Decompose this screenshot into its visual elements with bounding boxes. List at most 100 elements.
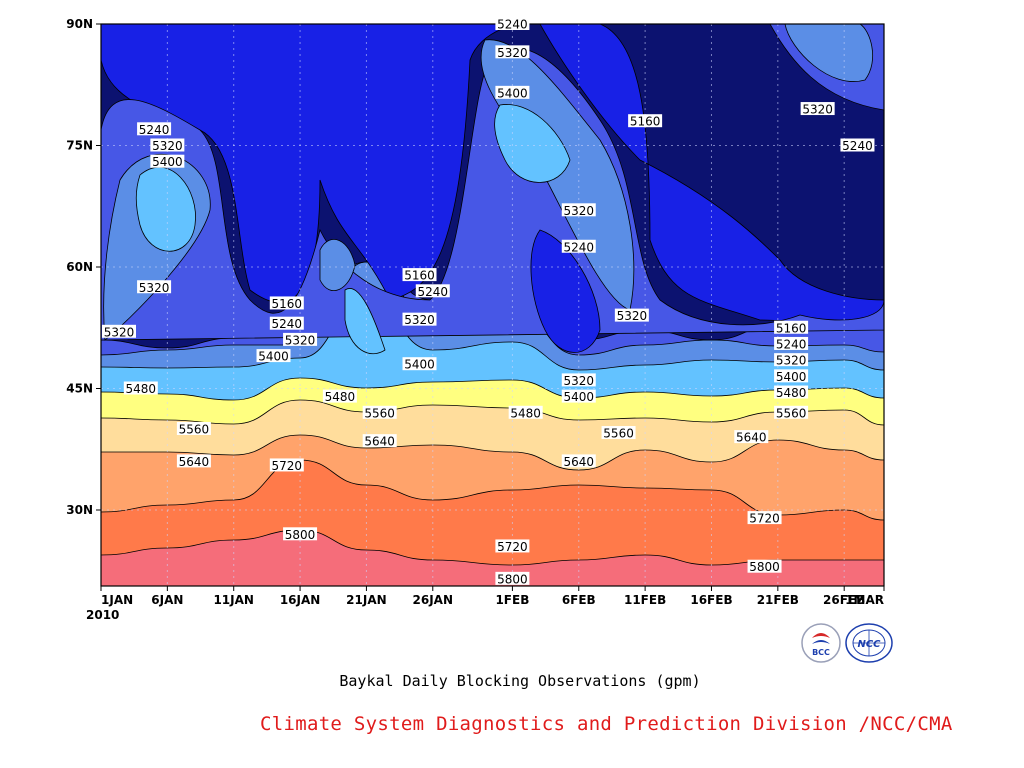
contour-label-5320: 5320 — [137, 280, 172, 295]
svg-text:5320: 5320 — [563, 374, 594, 388]
contour-label-5400: 5400 — [150, 154, 185, 169]
contour-label-5640: 5640 — [362, 434, 397, 449]
svg-text:5640: 5640 — [364, 435, 395, 449]
contour-label-5400: 5400 — [256, 349, 291, 364]
contour-label-5240: 5240 — [840, 138, 875, 153]
svg-text:5320: 5320 — [404, 313, 435, 327]
contour-label-5240: 5240 — [415, 284, 450, 299]
contour-label-5640: 5640 — [734, 430, 769, 445]
svg-text:5400: 5400 — [563, 390, 594, 404]
svg-text:5320: 5320 — [139, 281, 170, 295]
svg-text:5320: 5320 — [497, 46, 528, 60]
bcc-logo: BCC — [801, 623, 841, 663]
x-tick-label: 26JAN — [413, 593, 454, 607]
y-tick-label: 60N — [66, 260, 93, 274]
y-tick-label: 90N — [66, 17, 93, 31]
svg-text:5720: 5720 — [497, 540, 528, 554]
y-tick-label: 75N — [66, 139, 93, 153]
plot-area — [101, 24, 884, 586]
ncc-logo: NCC — [845, 623, 893, 663]
x-tick-label: 11FEB — [624, 593, 666, 607]
contour-label-5640: 5640 — [176, 454, 211, 469]
svg-text:5160: 5160 — [404, 269, 435, 283]
svg-text:5320: 5320 — [802, 103, 833, 117]
band-5320-mid — [319, 239, 356, 291]
x-tick-label: 16JAN — [280, 593, 321, 607]
ncc-logo-text: NCC — [857, 639, 881, 650]
footer-credit: Climate System Diagnostics and Predictio… — [260, 713, 953, 735]
svg-text:5400: 5400 — [258, 350, 289, 364]
svg-text:5240: 5240 — [272, 317, 303, 331]
contour-label-5320: 5320 — [102, 324, 136, 339]
svg-text:5800: 5800 — [497, 572, 528, 586]
contour-label-5320: 5320 — [495, 45, 530, 60]
contour-label-5720: 5720 — [269, 458, 304, 473]
y-tick-label: 30N — [66, 503, 93, 517]
contour-label-5400: 5400 — [561, 389, 596, 404]
svg-text:5400: 5400 — [152, 155, 183, 169]
svg-text:5320: 5320 — [563, 204, 594, 218]
band-5800 — [101, 530, 884, 586]
contour-label-5720: 5720 — [747, 511, 782, 526]
svg-text:5800: 5800 — [749, 560, 780, 574]
svg-text:5480: 5480 — [126, 382, 157, 396]
svg-text:5160: 5160 — [272, 297, 303, 311]
x-tick-label: 11JAN — [213, 593, 254, 607]
contour-label-5560: 5560 — [601, 426, 636, 441]
contour-label-5240: 5240 — [774, 336, 809, 351]
contour-label-5240: 5240 — [269, 316, 304, 331]
svg-text:5400: 5400 — [776, 370, 807, 384]
contour-label-5800: 5800 — [747, 559, 782, 574]
contour-label-5480: 5480 — [123, 381, 158, 396]
x-tick-label: 21FEB — [757, 593, 799, 607]
contour-label-5320: 5320 — [774, 353, 809, 368]
contour-label-5160: 5160 — [628, 114, 663, 129]
contour-label-5320: 5320 — [402, 312, 437, 327]
x-tick-label: 6FEB — [562, 593, 596, 607]
svg-text:5160: 5160 — [776, 321, 807, 335]
contour-label-5160: 5160 — [269, 296, 304, 311]
band-5320-ne — [784, 24, 873, 82]
contour-label-5640: 5640 — [561, 454, 596, 469]
svg-text:5720: 5720 — [272, 459, 303, 473]
svg-text:5480: 5480 — [510, 406, 541, 420]
svg-text:5560: 5560 — [179, 423, 210, 437]
contour-label-5800: 5800 — [495, 571, 530, 586]
contour-label-5320: 5320 — [614, 308, 649, 323]
svg-text:5240: 5240 — [563, 240, 594, 254]
contour-label-5400: 5400 — [402, 357, 437, 372]
contour-label-5320: 5320 — [561, 203, 596, 218]
svg-text:5240: 5240 — [842, 139, 873, 153]
contour-label-5800: 5800 — [283, 527, 318, 542]
chart-caption: Baykal Daily Blocking Observations (gpm) — [339, 672, 701, 690]
contour-label-5560: 5560 — [362, 405, 397, 420]
x-tick-label: 21JAN — [346, 593, 387, 607]
svg-text:5400: 5400 — [497, 86, 528, 100]
svg-text:5320: 5320 — [104, 325, 135, 339]
svg-text:5320: 5320 — [617, 309, 648, 323]
contour-label-5720: 5720 — [495, 539, 530, 554]
contour-label-5400: 5400 — [774, 369, 809, 384]
svg-text:5240: 5240 — [418, 285, 449, 299]
x-tick-label: 16FEB — [690, 593, 732, 607]
contour-label-5160: 5160 — [774, 320, 809, 335]
band-5240 — [101, 48, 884, 341]
contour-label-5480: 5480 — [508, 405, 543, 420]
contour-label-5560: 5560 — [774, 405, 809, 420]
contour-label-5320: 5320 — [283, 332, 318, 347]
plot-frame — [100, 23, 885, 587]
svg-text:5560: 5560 — [776, 406, 807, 420]
grid-lines — [101, 24, 884, 586]
svg-text:5320: 5320 — [285, 333, 316, 347]
svg-text:5640: 5640 — [563, 455, 594, 469]
svg-text:5160: 5160 — [630, 115, 661, 129]
svg-text:5720: 5720 — [749, 512, 780, 526]
x-tick-label: 1JAN — [101, 593, 133, 607]
svg-text:5640: 5640 — [736, 431, 767, 445]
x-tick-label: 6JAN — [151, 593, 183, 607]
contour-label-5160: 5160 — [402, 268, 437, 283]
x-tick-label: 1FEB — [495, 593, 529, 607]
svg-text:5560: 5560 — [364, 406, 395, 420]
svg-text:5320: 5320 — [776, 354, 807, 368]
contour-chart: 1JAN 6JAN 11JAN 16JAN 21JAN 26JAN 1FEB 6FEB 11FE… — [66, 17, 885, 622]
